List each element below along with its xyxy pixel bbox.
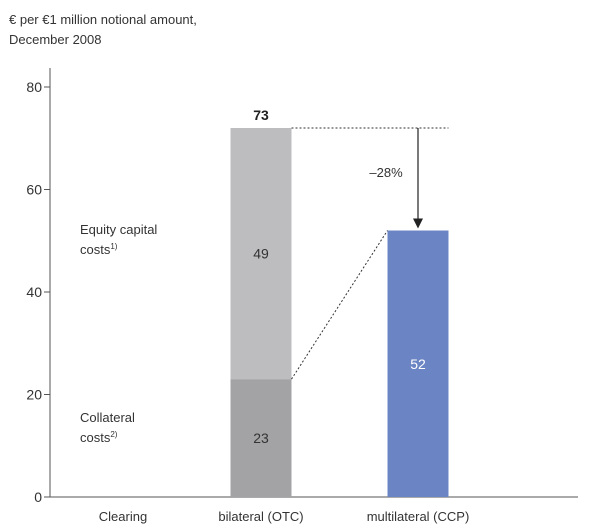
decrease-arrow-head <box>413 218 423 229</box>
y-tick-label-40: 40 <box>26 284 42 300</box>
subtitle-line-1: € per €1 million notional amount, <box>9 12 197 27</box>
bar-bilateral-segment-0 <box>230 379 292 497</box>
x-tick-label-bilateral: bilateral (OTC) <box>218 509 303 524</box>
series-label-collateral-line1: Collateral <box>80 410 135 425</box>
series-label-equity-footnote: 1) <box>110 242 117 251</box>
series-label-equity-line2: costs <box>80 242 111 257</box>
data-label-bilateral-1: 49 <box>253 246 269 262</box>
data-label-multilateral-2: 52 <box>410 356 426 372</box>
bar-multilateral-segment-2 <box>387 230 449 497</box>
connector-dotted-line <box>291 230 388 380</box>
chart-subtitle: € per €1 million notional amount, Decemb… <box>9 12 197 47</box>
bar-labels: 23 49 52 73 <box>253 107 426 446</box>
series-label-collateral-line2: costs <box>80 430 111 445</box>
y-tick-label-20: 20 <box>26 387 42 403</box>
x-axis-labels: Clearing bilateral (OTC) multilateral (CC… <box>99 509 470 524</box>
bar-bilateral-segment-1 <box>230 128 292 380</box>
subtitle-line-2: December 2008 <box>9 32 102 47</box>
series-label-collateral: Collateral costs2) <box>80 410 139 445</box>
change-annotation: –28% <box>369 165 403 180</box>
series-label-collateral-footnote: 2) <box>110 430 117 439</box>
x-axis-title: Clearing <box>99 509 147 524</box>
bars <box>230 128 449 497</box>
y-tick-label-0: 0 <box>34 489 42 505</box>
y-axis: 0 20 40 60 80 <box>26 68 578 505</box>
series-label-equity-line1: Equity capital <box>80 222 157 237</box>
total-label-bilateral: 73 <box>253 107 269 123</box>
connector-lines <box>291 127 449 380</box>
series-label-equity: Equity capital costs1) <box>80 222 161 257</box>
series-labels: Equity capital costs1) Collateral costs2… <box>80 222 161 445</box>
y-tick-label-80: 80 <box>26 79 42 95</box>
change-annotation-label: –28% <box>369 165 403 180</box>
x-tick-label-multilateral: multilateral (CCP) <box>367 509 470 524</box>
data-label-bilateral-0: 23 <box>253 430 269 446</box>
y-tick-label-60: 60 <box>26 182 42 198</box>
